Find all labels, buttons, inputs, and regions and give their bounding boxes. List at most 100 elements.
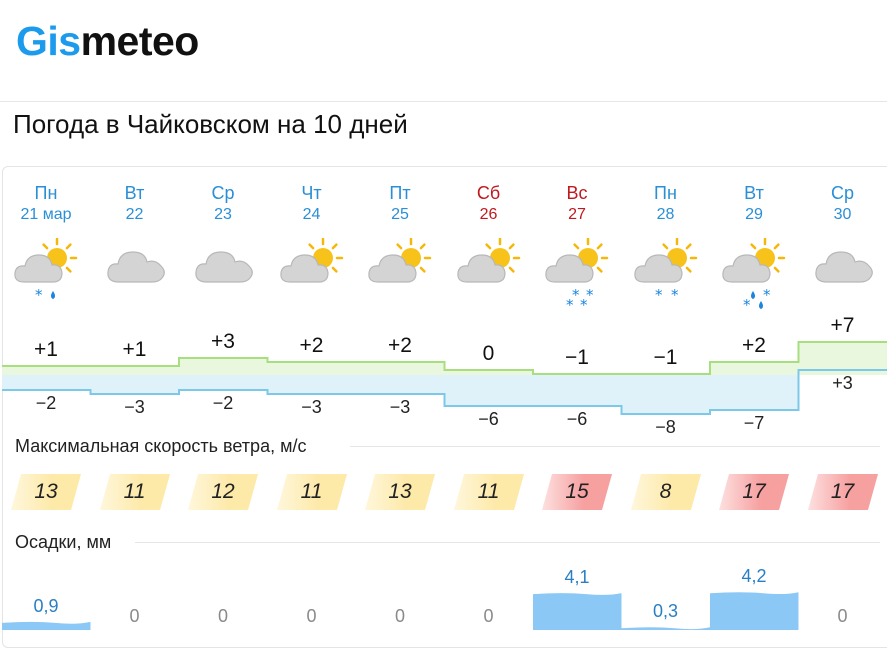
- wind-value: 8: [631, 474, 701, 510]
- day-of-week-8: Вт: [710, 183, 798, 204]
- wind-badge-7: 8: [631, 474, 701, 510]
- temp-min-2: −2: [179, 393, 267, 414]
- temp-max-1: +1: [91, 338, 179, 362]
- partly-cloudy-sun-icon: [720, 238, 790, 288]
- precipitation-marks-icon: **: [743, 288, 783, 314]
- day-of-week-6: Вс: [533, 183, 621, 204]
- wind-badge-6: 15: [542, 474, 612, 510]
- day-date-9: 30: [799, 206, 887, 224]
- svg-text:*: *: [671, 288, 679, 304]
- header-divider: [0, 101, 887, 102]
- temp-band-cold: [445, 375, 534, 406]
- temp-max-5: 0: [445, 342, 533, 366]
- day-date-3: 24: [268, 206, 356, 224]
- cloudy-icon: [189, 238, 259, 288]
- logo-part-gis: Gis: [16, 18, 81, 64]
- precipitation-marks-icon: ****: [566, 288, 606, 314]
- day-date-2: 23: [179, 206, 267, 224]
- day-date-0: 21 мар: [2, 206, 90, 224]
- precip-value-9: 0: [799, 606, 887, 627]
- svg-text:*: *: [580, 296, 588, 314]
- precip-section-label: Осадки, мм: [15, 532, 119, 553]
- day-date-4: 25: [356, 206, 444, 224]
- day-date-7: 28: [622, 206, 710, 224]
- wind-value: 11: [100, 474, 170, 510]
- precip-bar-0: [2, 622, 91, 630]
- precip-bar-8: [710, 592, 799, 630]
- temp-band-cold: [622, 375, 711, 414]
- day-date-5: 26: [445, 206, 533, 224]
- partly-cloudy-sun-icon: [455, 238, 525, 288]
- temp-band-cold: [268, 375, 357, 394]
- page-title: Погода в Чайковском на 10 дней: [13, 109, 408, 140]
- svg-text:*: *: [566, 296, 574, 314]
- temp-band-cold: [356, 375, 445, 394]
- wind-badge-3: 11: [277, 474, 347, 510]
- partly-cloudy-sun-icon: [278, 238, 348, 288]
- day-of-week-5: Сб: [445, 183, 533, 204]
- precip-value-5: 0: [445, 606, 533, 627]
- day-of-week-9: Ср: [799, 183, 887, 204]
- day-date-8: 29: [710, 206, 798, 224]
- temp-min-0: −2: [2, 393, 90, 414]
- temp-min-8: −7: [710, 413, 798, 434]
- wind-badge-4: 13: [365, 474, 435, 510]
- temp-max-3: +2: [268, 334, 356, 358]
- partly-cloudy-sun-icon: [366, 238, 436, 288]
- wind-badge-9: 17: [808, 474, 878, 510]
- temp-band-warm: [710, 362, 799, 375]
- gismeteo-logo[interactable]: Gismeteo: [16, 18, 199, 65]
- precip-value-8: 4,2: [710, 566, 798, 587]
- wind-value: 11: [454, 474, 524, 510]
- partly-cloudy-sun-icon: [543, 238, 613, 288]
- day-of-week-0: Пн: [2, 183, 90, 204]
- wind-badge-1: 11: [100, 474, 170, 510]
- cloudy-icon: [101, 238, 171, 288]
- wind-value: 11: [277, 474, 347, 510]
- temp-band-warm: [179, 358, 268, 375]
- wind-value: 13: [365, 474, 435, 510]
- svg-text:*: *: [655, 288, 663, 304]
- precip-value-1: 0: [91, 606, 179, 627]
- svg-text:*: *: [743, 296, 751, 314]
- temp-min-1: −3: [91, 397, 179, 418]
- temp-band-cold: [533, 375, 622, 406]
- temp-band-warm: [2, 366, 91, 375]
- wind-badge-2: 12: [188, 474, 258, 510]
- wind-value: 17: [719, 474, 789, 510]
- wind-section-divider: [350, 446, 880, 447]
- temp-band-warm: [268, 362, 357, 375]
- temp-band-cold: [710, 375, 799, 410]
- temp-band-warm: [91, 366, 180, 375]
- temp-max-9: +7: [799, 314, 887, 338]
- temp-min-3: −3: [268, 397, 356, 418]
- precip-bar-7: [622, 627, 711, 630]
- temp-band-cold: [179, 375, 268, 390]
- precipitation-marks-icon: *: [35, 288, 75, 314]
- precip-section-divider: [135, 542, 880, 543]
- partly-cloudy-sun-icon: [632, 238, 702, 288]
- wind-value: 12: [188, 474, 258, 510]
- precip-value-2: 0: [179, 606, 267, 627]
- precip-value-0: 0,9: [2, 596, 90, 617]
- precipitation-marks-icon: **: [655, 288, 695, 314]
- temp-min-9: +3: [799, 373, 887, 394]
- wind-badge-0: 13: [11, 474, 81, 510]
- temp-max-0: +1: [2, 338, 90, 362]
- day-date-6: 27: [533, 206, 621, 224]
- wind-badge-5: 11: [454, 474, 524, 510]
- temp-max-6: −1: [533, 346, 621, 370]
- wind-section-label: Максимальная скорость ветра, м/с: [15, 436, 314, 457]
- temp-max-2: +3: [179, 330, 267, 354]
- precip-value-3: 0: [268, 606, 356, 627]
- temp-min-6: −6: [533, 409, 621, 430]
- wind-badge-8: 17: [719, 474, 789, 510]
- temp-band-warm: [356, 362, 445, 375]
- day-of-week-7: Пн: [622, 183, 710, 204]
- temp-max-8: +2: [710, 334, 798, 358]
- precip-value-4: 0: [356, 606, 444, 627]
- partly-cloudy-sun-icon: [12, 238, 82, 288]
- day-of-week-1: Вт: [91, 183, 179, 204]
- temp-max-7: −1: [622, 346, 710, 370]
- day-of-week-3: Чт: [268, 183, 356, 204]
